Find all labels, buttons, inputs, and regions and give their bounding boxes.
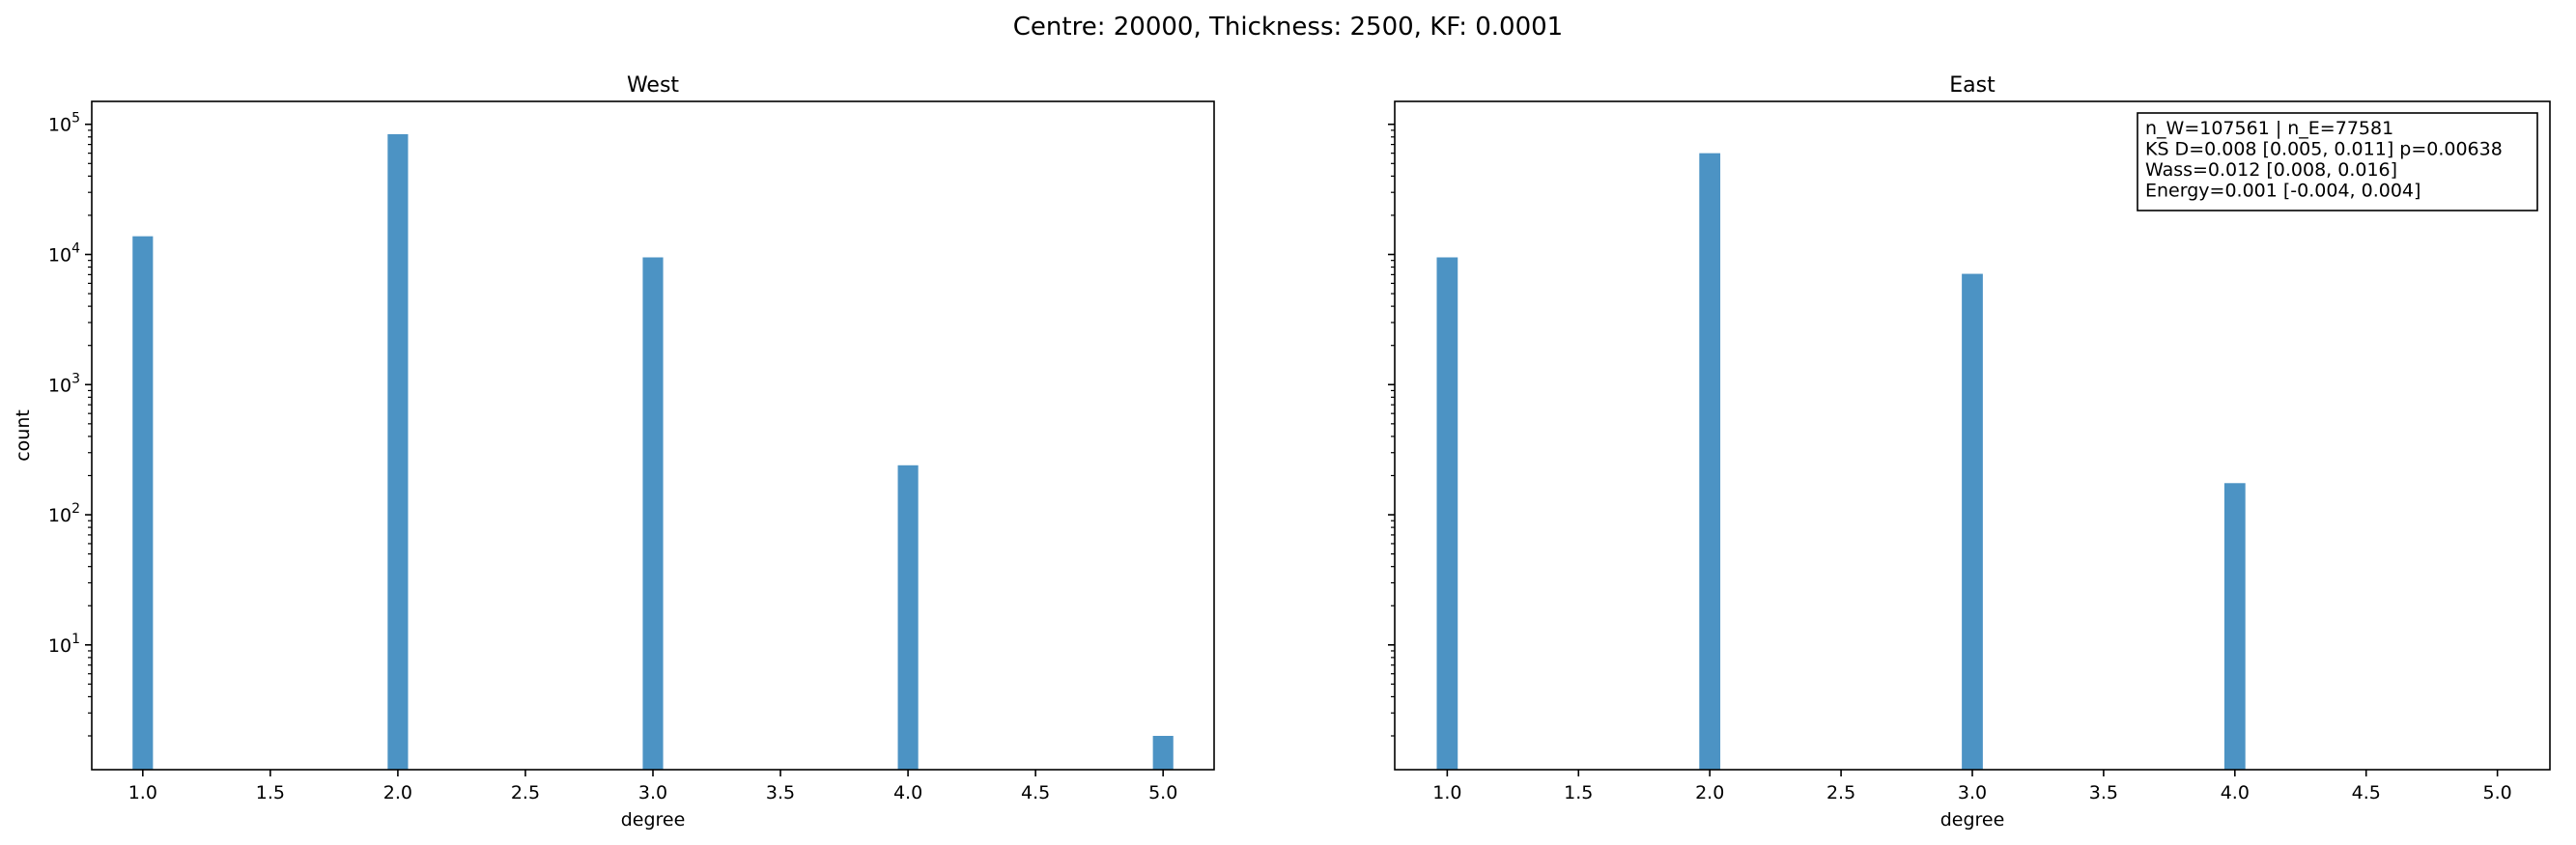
stats-annotation-line: Wass=0.012 [0.008, 0.016] bbox=[2145, 159, 2397, 181]
y-tick-label: 102 bbox=[48, 501, 80, 526]
bar-west-degree-1 bbox=[132, 236, 154, 770]
x-tick-label: 3.0 bbox=[638, 782, 667, 803]
x-tick-label: 3.5 bbox=[2089, 782, 2118, 803]
bar-west-degree-5 bbox=[1152, 736, 1174, 770]
y-tick-label: 105 bbox=[48, 111, 80, 136]
x-tick-label: 4.5 bbox=[1021, 782, 1050, 803]
stats-annotation-line: KS D=0.008 [0.005, 0.011] p=0.00638 bbox=[2145, 139, 2503, 160]
y-tick-label: 101 bbox=[48, 632, 80, 657]
panel-west: West 1.0 1.5 2.0 2.5 3.0 3.5 4.0 4.5 5.0 degree 101… bbox=[13, 73, 1215, 831]
x-tick-label: 2.0 bbox=[1695, 782, 1724, 803]
panel-title: West bbox=[627, 73, 679, 98]
x-tick-label: 2.5 bbox=[511, 782, 540, 803]
x-tick-label: 1.0 bbox=[1432, 782, 1461, 803]
y-axis-label: count bbox=[13, 409, 34, 462]
stats-annotation-line: Energy=0.001 [-0.004, 0.004] bbox=[2145, 181, 2420, 202]
x-tick-label: 4.5 bbox=[2352, 782, 2381, 803]
x-tick-label: 2.5 bbox=[1826, 782, 1855, 803]
x-axis-label: degree bbox=[1940, 809, 2005, 831]
x-tick-label: 3.0 bbox=[1958, 782, 1987, 803]
bar-east-degree-2 bbox=[1699, 153, 1721, 770]
bar-east-degree-1 bbox=[1436, 257, 1458, 770]
x-tick-label: 1.5 bbox=[256, 782, 285, 803]
x-tick-label: 5.0 bbox=[2483, 782, 2512, 803]
x-tick-label: 5.0 bbox=[1148, 782, 1177, 803]
x-tick-label: 2.0 bbox=[383, 782, 412, 803]
bar-west-degree-3 bbox=[642, 257, 664, 770]
bar-west-degree-2 bbox=[387, 133, 409, 771]
x-tick-label: 1.5 bbox=[1564, 782, 1593, 803]
y-tick-label: 104 bbox=[48, 241, 80, 267]
bar-west-degree-4 bbox=[897, 465, 919, 770]
stats-annotation-line: n_W=107561 | n_E=77581 bbox=[2145, 118, 2393, 139]
stats-annotation-box bbox=[2137, 112, 2538, 211]
y-tick-label: 103 bbox=[48, 371, 80, 396]
x-tick-label: 4.0 bbox=[893, 782, 922, 803]
x-tick-label: 1.0 bbox=[128, 782, 157, 803]
x-axis-label: degree bbox=[621, 809, 686, 831]
bar-east-degree-4 bbox=[2223, 483, 2246, 770]
chart-panels: West 1.0 1.5 2.0 2.5 3.0 3.5 4.0 4.5 5.0 degree 101… bbox=[13, 73, 2551, 831]
panel-title: East bbox=[1949, 73, 1996, 98]
panel-east: East 1.0 1.5 2.0 2.5 3.0 3.5 4.0 4.5 5.0 degree n_W… bbox=[1388, 73, 2551, 831]
x-tick-label: 4.0 bbox=[2221, 782, 2250, 803]
bar-east-degree-3 bbox=[1962, 273, 1983, 770]
x-tick-label: 3.5 bbox=[766, 782, 795, 803]
figure-title: Centre: 20000, Thickness: 2500, KF: 0.00… bbox=[1013, 13, 1563, 42]
